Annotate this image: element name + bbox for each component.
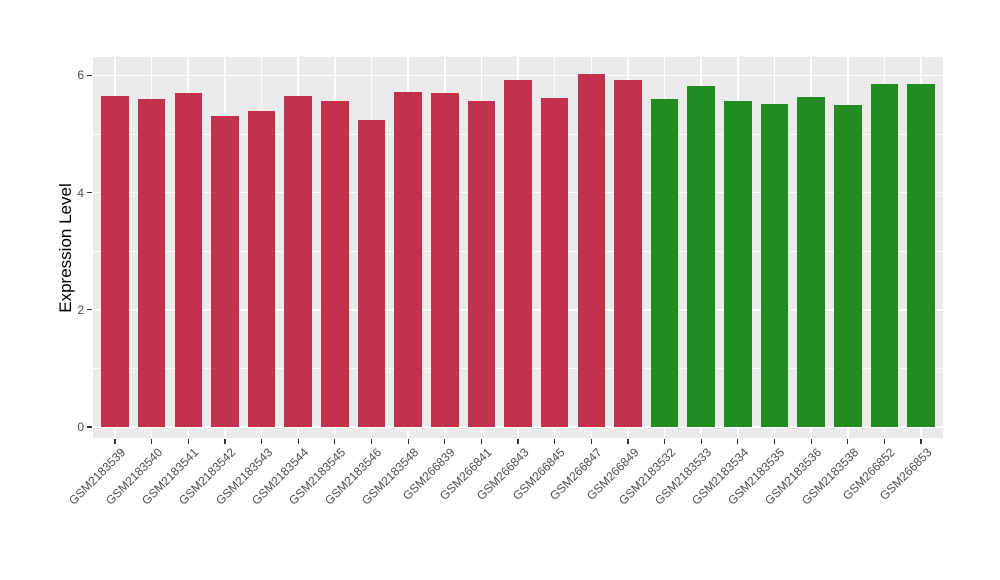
y-axis-title: Expression Level <box>56 182 75 313</box>
bar-GSM266841 <box>467 100 496 427</box>
bar-GSM266845 <box>540 98 569 427</box>
bar-GSM2183532 <box>650 99 679 427</box>
plot-panel <box>93 57 943 438</box>
x-tick-GSM2183548 <box>407 439 409 444</box>
bar-GSM266853 <box>907 84 935 427</box>
x-tick-GSM266852 <box>883 439 886 444</box>
x-tick-GSM2183540 <box>151 439 153 444</box>
y-tick-0 <box>87 426 92 428</box>
bar-GSM2183533 <box>687 85 715 427</box>
bar-GSM266847 <box>577 73 606 427</box>
bar-GSM266843 <box>504 79 532 427</box>
bar-GSM2183538 <box>834 104 862 427</box>
x-tick-GSM266843 <box>517 439 519 444</box>
y-tick-label-4: 4 <box>77 185 84 200</box>
bar-GSM266852 <box>870 83 899 427</box>
bar-GSM2183545 <box>321 101 349 427</box>
x-tick-GSM2183539 <box>114 439 116 444</box>
bar-GSM2183535 <box>760 103 789 427</box>
x-tick-GSM2183545 <box>334 439 336 444</box>
bar-GSM2183536 <box>797 97 825 427</box>
x-tick-GSM2183532 <box>664 439 666 444</box>
x-tick-GSM2183542 <box>224 439 226 444</box>
x-tick-GSM266847 <box>590 439 592 444</box>
bar-GSM2183546 <box>357 119 386 427</box>
x-tick-GSM2183538 <box>847 439 849 444</box>
x-tick-GSM2183541 <box>187 439 189 444</box>
bar-GSM266839 <box>431 92 459 427</box>
x-tick-GSM266841 <box>480 439 482 444</box>
bar-GSM2183540 <box>137 98 166 427</box>
bar-GSM2183541 <box>174 92 203 427</box>
y-tick-label-6: 6 <box>77 68 84 83</box>
x-tick-GSM266839 <box>444 439 446 444</box>
y-tick-label-2: 2 <box>77 302 84 317</box>
y-tick-label-0: 0 <box>77 420 84 434</box>
x-tick-GSM2183544 <box>297 439 299 444</box>
bar-GSM2183542 <box>211 115 239 427</box>
x-tick-GSM2183535 <box>773 439 776 444</box>
x-tick-GSM266849 <box>627 439 629 444</box>
x-tick-GSM266853 <box>920 439 922 444</box>
x-tick-GSM2183546 <box>370 439 373 444</box>
y-tick-2 <box>87 309 92 311</box>
x-tick-GSM266845 <box>554 439 556 444</box>
x-tick-GSM2183534 <box>737 439 739 444</box>
x-tick-GSM2183543 <box>260 439 263 444</box>
y-tick-6 <box>87 74 92 76</box>
bar-GSM266849 <box>614 79 642 427</box>
y-tick-4 <box>87 192 92 194</box>
bar-GSM2183543 <box>247 110 276 427</box>
x-tick-GSM2183536 <box>810 439 812 444</box>
bar-GSM2183544 <box>284 96 312 427</box>
x-tick-GSM2183533 <box>700 439 702 444</box>
bar-GSM2183539 <box>101 96 129 427</box>
bar-GSM2183548 <box>394 92 422 427</box>
bar-GSM2183534 <box>724 100 752 427</box>
